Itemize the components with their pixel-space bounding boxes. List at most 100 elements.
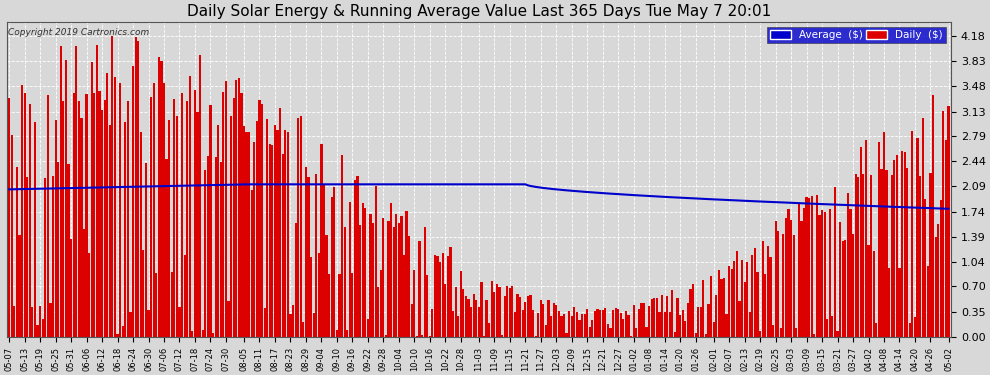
Bar — [602, 310, 604, 337]
Bar — [419, 241, 421, 337]
Bar — [721, 279, 723, 337]
Bar — [777, 231, 779, 337]
Bar — [610, 328, 612, 337]
Bar — [281, 154, 284, 337]
Bar — [658, 312, 660, 337]
Bar — [607, 324, 609, 337]
Bar — [692, 284, 694, 337]
Bar — [491, 281, 493, 337]
Bar — [947, 106, 949, 337]
Bar — [586, 309, 588, 337]
Bar — [764, 274, 766, 337]
Bar — [816, 195, 818, 337]
Bar — [761, 241, 764, 337]
Bar — [470, 307, 472, 337]
Bar — [132, 66, 134, 337]
Bar — [222, 92, 225, 337]
Bar — [552, 303, 554, 337]
Bar — [442, 253, 444, 337]
Bar — [674, 332, 676, 337]
Bar — [811, 195, 813, 337]
Bar — [888, 268, 890, 337]
Bar — [930, 173, 932, 337]
Bar — [207, 156, 209, 337]
Bar — [661, 295, 663, 337]
Bar — [741, 260, 743, 337]
Bar — [922, 118, 924, 337]
Bar — [45, 178, 47, 337]
Bar — [230, 116, 233, 337]
Bar — [83, 229, 85, 337]
Bar — [849, 209, 851, 337]
Bar — [37, 325, 39, 337]
Bar — [191, 331, 193, 337]
Bar — [344, 227, 346, 337]
Bar — [238, 78, 240, 337]
Bar — [196, 112, 199, 337]
Bar — [844, 240, 846, 337]
Bar — [51, 176, 54, 337]
Bar — [829, 209, 831, 337]
Bar — [935, 237, 937, 337]
Bar — [852, 234, 854, 337]
Bar — [85, 94, 88, 337]
Bar — [42, 319, 44, 337]
Bar — [623, 320, 625, 337]
Bar — [543, 304, 545, 337]
Bar — [124, 122, 127, 337]
Bar — [119, 83, 121, 337]
Bar — [243, 126, 246, 337]
Bar — [821, 210, 823, 337]
Bar — [145, 163, 148, 337]
Bar — [382, 217, 384, 337]
Bar — [837, 331, 839, 337]
Bar — [80, 118, 82, 337]
Bar — [170, 272, 173, 337]
Bar — [679, 315, 681, 337]
Bar — [666, 296, 668, 337]
Bar — [576, 312, 578, 337]
Bar — [268, 144, 271, 337]
Bar — [480, 282, 482, 337]
Bar — [183, 255, 186, 337]
Bar — [263, 308, 265, 337]
Bar — [774, 220, 777, 337]
Title: Daily Solar Energy & Running Average Value Last 365 Days Tue May 7 20:01: Daily Solar Energy & Running Average Val… — [187, 4, 771, 19]
Bar — [663, 312, 665, 337]
Bar — [212, 333, 214, 337]
Bar — [583, 314, 586, 337]
Bar — [826, 318, 829, 337]
Bar — [321, 144, 323, 337]
Bar — [682, 310, 684, 337]
Bar — [194, 90, 196, 337]
Bar — [573, 307, 575, 337]
Bar — [279, 108, 281, 337]
Bar — [310, 257, 312, 337]
Bar — [524, 302, 527, 337]
Bar — [406, 211, 408, 337]
Bar — [305, 167, 307, 337]
Bar — [925, 199, 927, 337]
Bar — [898, 268, 901, 337]
Bar — [148, 310, 149, 337]
Bar — [178, 307, 180, 337]
Bar — [413, 270, 416, 337]
Bar — [842, 240, 843, 337]
Bar — [380, 270, 382, 337]
Bar — [284, 130, 286, 337]
Bar — [64, 60, 67, 337]
Bar — [739, 301, 741, 337]
Bar — [429, 336, 431, 337]
Bar — [917, 138, 919, 337]
Bar — [530, 295, 532, 337]
Bar — [54, 120, 56, 337]
Bar — [862, 174, 864, 337]
Bar — [726, 314, 728, 337]
Bar — [867, 245, 869, 337]
Bar — [643, 303, 645, 337]
Bar — [793, 235, 795, 337]
Bar — [859, 147, 862, 337]
Bar — [261, 104, 263, 337]
Bar — [689, 290, 692, 337]
Bar — [341, 155, 344, 337]
